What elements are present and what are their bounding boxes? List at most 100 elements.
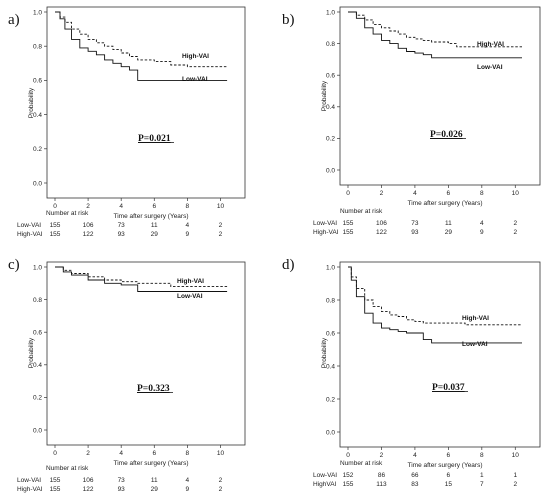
panel-b-y-tick-label: 0.6 xyxy=(326,73,335,80)
panel-d-risk-value: 66 xyxy=(411,472,419,479)
panel-d-risk-value: 86 xyxy=(378,472,386,479)
panel-b-risk-row-label: Low-VAI xyxy=(313,220,337,227)
panel-c-y-tick-label: 1.0 xyxy=(33,264,42,271)
panel-a-risk-value: 9 xyxy=(186,231,190,238)
panel-d-x-tick-label: 2 xyxy=(380,452,384,459)
panel-c-y-axis-label: Probability xyxy=(28,337,35,368)
panel-d-high-vai-label: High-VAI xyxy=(462,315,489,322)
panel-b-risk-value: 155 xyxy=(343,220,354,227)
panel-b-risk-value: 155 xyxy=(343,229,354,236)
panel-c-risk-value: 106 xyxy=(83,477,94,484)
panel-a-y-tick-label: 1.0 xyxy=(33,9,42,16)
panel-a-risk-value: 155 xyxy=(50,222,61,229)
panel-a-risk-row-label: High-VAI xyxy=(17,231,43,238)
panel-b-p-value: P=0.026 xyxy=(430,130,463,140)
panel-a-label: a) xyxy=(8,12,20,28)
panel-a-x-tick-label: 8 xyxy=(186,203,190,210)
panel-d-high-vai-curve xyxy=(348,266,522,326)
panel-b-high-vai-label: High-VAI xyxy=(477,41,504,48)
panel-c-x-tick-label: 0 xyxy=(53,450,57,457)
panel-b-risk-value: 2 xyxy=(513,229,517,236)
panel-a-y-tick-label: 0.8 xyxy=(33,44,42,51)
panel-a-y-tick-label: 0.0 xyxy=(33,180,42,187)
panel-a-risk-value: 4 xyxy=(186,222,190,229)
panel-a-y-tick-label: 0.4 xyxy=(33,112,42,119)
panel-a-x-tick-label: 2 xyxy=(86,203,90,210)
panel-c-x-tick-label: 4 xyxy=(119,450,123,457)
panel-b-risk-value: 93 xyxy=(411,229,419,236)
panel-a-risk-value: 106 xyxy=(83,222,94,229)
panel-a-y-tick-label: 0.2 xyxy=(33,146,42,153)
panel-b-low-vai-label: Low-VAI xyxy=(477,64,503,71)
panel-d-p-value: P=0.037 xyxy=(432,383,465,393)
panel-c-high-vai-label: High-VAI xyxy=(177,278,204,285)
panel-c-x-axis-label: Time after surgery (Years) xyxy=(113,460,188,467)
panel-b-x-tick-label: 2 xyxy=(380,190,384,197)
panel-d-risk-value: 7 xyxy=(480,481,484,488)
panel-c-risk-value: 2 xyxy=(219,486,223,493)
panel-a-risk-value: 93 xyxy=(118,231,126,238)
panel-d-x-tick-label: 0 xyxy=(346,452,350,459)
panel-c-risk-value: 11 xyxy=(151,477,158,484)
panel-c-risk-title: Number at risk xyxy=(46,465,89,472)
panel-d-risk-value: 1 xyxy=(513,472,517,479)
panel-c-risk-value: 29 xyxy=(151,486,159,493)
panel-b-x-tick-label: 10 xyxy=(512,190,520,197)
panel-c-y-tick-label: 0.2 xyxy=(33,395,42,402)
panel-d-risk-row-label: Low-VAI xyxy=(313,472,337,479)
panel-d-x-tick-label: 10 xyxy=(512,452,520,459)
panel-d-risk-row-label: HighVAI xyxy=(313,481,337,488)
panel-b-risk-row-label: High-VAI xyxy=(313,229,339,236)
panel-b: b) 0.0 0.2 0.4 0.6 0.8 1.0 0 2 4 6 8 10 Time after su… xyxy=(282,6,541,236)
panel-c-x-tick-label: 8 xyxy=(186,450,190,457)
panel-b-label: b) xyxy=(282,12,295,28)
panel-c-risk-row-label: Low-VAI xyxy=(17,477,41,484)
panel-b-risk-value: 11 xyxy=(445,220,452,227)
panel-d-y-tick-label: 0.4 xyxy=(326,363,335,370)
panel-b-y-tick-label: 1.0 xyxy=(326,9,335,16)
panel-c-plot-frame xyxy=(46,261,246,446)
panel-a-risk-value: 29 xyxy=(151,231,159,238)
panel-d-label: d) xyxy=(282,257,295,273)
panel-b-low-vai-curve xyxy=(348,11,522,59)
panel-c-risk-row-label: High-VAI xyxy=(17,486,43,493)
panel-d-x-tick-label: 4 xyxy=(413,452,417,459)
panel-d-risk-value: 155 xyxy=(343,481,354,488)
panel-a-risk-row-label: Low-VAI xyxy=(17,222,41,229)
panel-b-risk-value: 106 xyxy=(376,220,387,227)
panel-d-y-axis-label: Probability xyxy=(321,337,328,368)
panel-c-high-vai-curve xyxy=(55,266,228,288)
panel-b-y-tick-label: 0.0 xyxy=(326,167,335,174)
panel-a-high-vai-curve xyxy=(55,11,228,68)
panel-b-risk-value: 4 xyxy=(480,220,484,227)
panel-b-risk-value: 29 xyxy=(445,229,453,236)
panel-b-x-tick-label: 6 xyxy=(447,190,451,197)
panel-b-plot-frame xyxy=(339,6,541,186)
panel-b-x-tick-label: 0 xyxy=(346,190,350,197)
panel-c-y-tick-label: 0.6 xyxy=(33,330,42,337)
panel-d-x-axis-label: Time after surgery (Years) xyxy=(407,462,482,469)
panel-b-x-tick-label: 8 xyxy=(480,190,484,197)
panel-d-risk-value: 113 xyxy=(376,481,387,488)
panel-a-risk-value: 155 xyxy=(50,231,61,238)
panel-d-x-tick-label: 8 xyxy=(480,452,484,459)
panel-d-low-vai-label: Low-VAI xyxy=(462,341,488,348)
panel-d-y-tick-label: 1.0 xyxy=(326,264,335,271)
panel-d-y-tick-label: 0.2 xyxy=(326,396,335,403)
panel-c-risk-value: 4 xyxy=(186,477,190,484)
panel-b-x-axis-label: Time after surgery (Years) xyxy=(407,200,482,207)
panel-a-p-value: P=0.021 xyxy=(138,134,171,144)
panel-b-y-axis-label: Probability xyxy=(321,80,328,111)
panel-b-high-vai-curve xyxy=(348,11,522,48)
panel-c-risk-value: 2 xyxy=(219,477,223,484)
panel-a-y-axis-label: Probability xyxy=(28,87,35,118)
panel-c-x-tick-label: 2 xyxy=(86,450,90,457)
panel-a-low-vai-curve xyxy=(55,11,228,81)
panel-b-risk-value: 2 xyxy=(513,220,517,227)
panel-a-x-tick-label: 0 xyxy=(53,203,57,210)
panel-b-y-tick-label: 0.2 xyxy=(326,136,335,143)
panel-c-y-tick-label: 0.0 xyxy=(33,427,42,434)
panel-d-risk-value: 2 xyxy=(513,481,517,488)
panel-d-risk-value: 6 xyxy=(447,472,451,479)
